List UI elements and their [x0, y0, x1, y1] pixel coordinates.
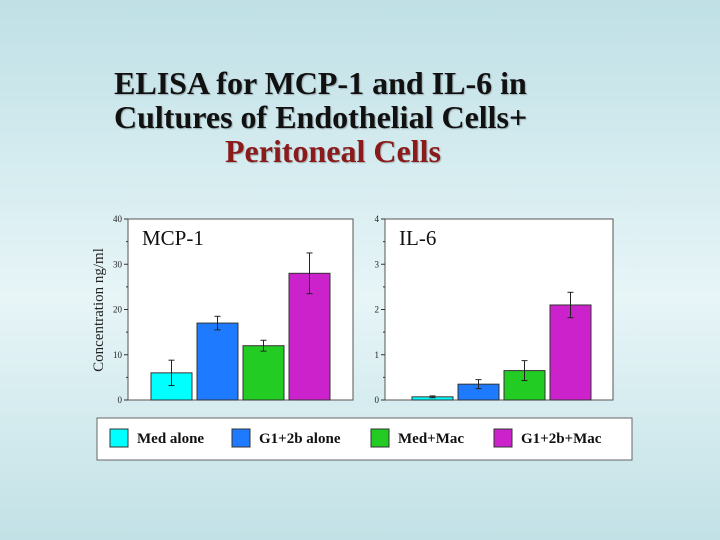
bar-0-3: [288, 272, 331, 401]
y-tick-label: 1: [375, 350, 380, 360]
y-tick-label: 0: [118, 395, 123, 405]
bar-1-3: [549, 304, 592, 401]
y-tick-label: 3: [375, 259, 380, 269]
legend-label-1: G1+2b alone: [259, 431, 341, 447]
y-tick-label: 2: [375, 305, 380, 315]
title-line-3: Peritoneal Cells: [225, 133, 441, 169]
y-tick-label: 0: [375, 395, 380, 405]
legend-label-0: Med alone: [137, 431, 204, 447]
y-tick-label: 10: [113, 350, 123, 360]
legend-label-2: Med+Mac: [398, 431, 464, 447]
y-tick-label: 40: [113, 214, 123, 224]
legend-box: [96, 417, 633, 461]
y-tick-label: 20: [113, 305, 123, 315]
bar-0-2: [242, 345, 285, 401]
title-line-1: ELISA for MCP-1 and IL-6 in: [114, 65, 527, 101]
bar-0-1: [196, 322, 239, 401]
panel-label: MCP-1: [142, 226, 204, 250]
y-axis-label: Concentration ng/ml: [91, 248, 107, 372]
legend-swatch-3: [493, 428, 513, 448]
y-tick-label: 4: [375, 214, 380, 224]
legend-swatch-0: [109, 428, 129, 448]
legend-swatch-2: [370, 428, 390, 448]
panel-label: IL-6: [399, 226, 436, 250]
legend-swatch-1: [231, 428, 251, 448]
legend-label-3: G1+2b+Mac: [521, 431, 602, 447]
y-tick-label: 30: [113, 259, 123, 269]
title-line-2: Cultures of Endothelial Cells+: [114, 99, 528, 135]
